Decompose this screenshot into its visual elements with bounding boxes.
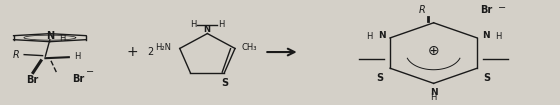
Text: S: S [484,73,491,83]
Text: H: H [74,52,81,61]
Text: S: S [376,73,384,83]
Text: H: H [431,93,437,102]
Text: R: R [419,5,426,15]
Text: ⊕: ⊕ [428,44,440,58]
Text: Br: Br [26,75,38,85]
Text: −: − [86,67,94,77]
Text: −: − [498,3,506,13]
Text: 2: 2 [147,47,153,57]
Text: H: H [218,20,225,29]
Text: S: S [221,78,228,88]
Text: Br: Br [480,5,493,15]
Text: N: N [46,31,54,41]
Text: N: N [482,31,489,40]
Text: H₂N: H₂N [155,43,171,52]
Text: H: H [59,34,66,43]
Text: N: N [430,88,437,97]
Text: N: N [203,25,211,34]
Text: H: H [495,32,502,41]
Text: +: + [126,45,138,59]
Text: H: H [190,20,197,29]
Text: CH₃: CH₃ [242,43,257,52]
Text: N: N [378,31,385,40]
Text: R: R [13,50,20,60]
Text: H: H [366,32,372,41]
Text: Br: Br [72,74,84,84]
